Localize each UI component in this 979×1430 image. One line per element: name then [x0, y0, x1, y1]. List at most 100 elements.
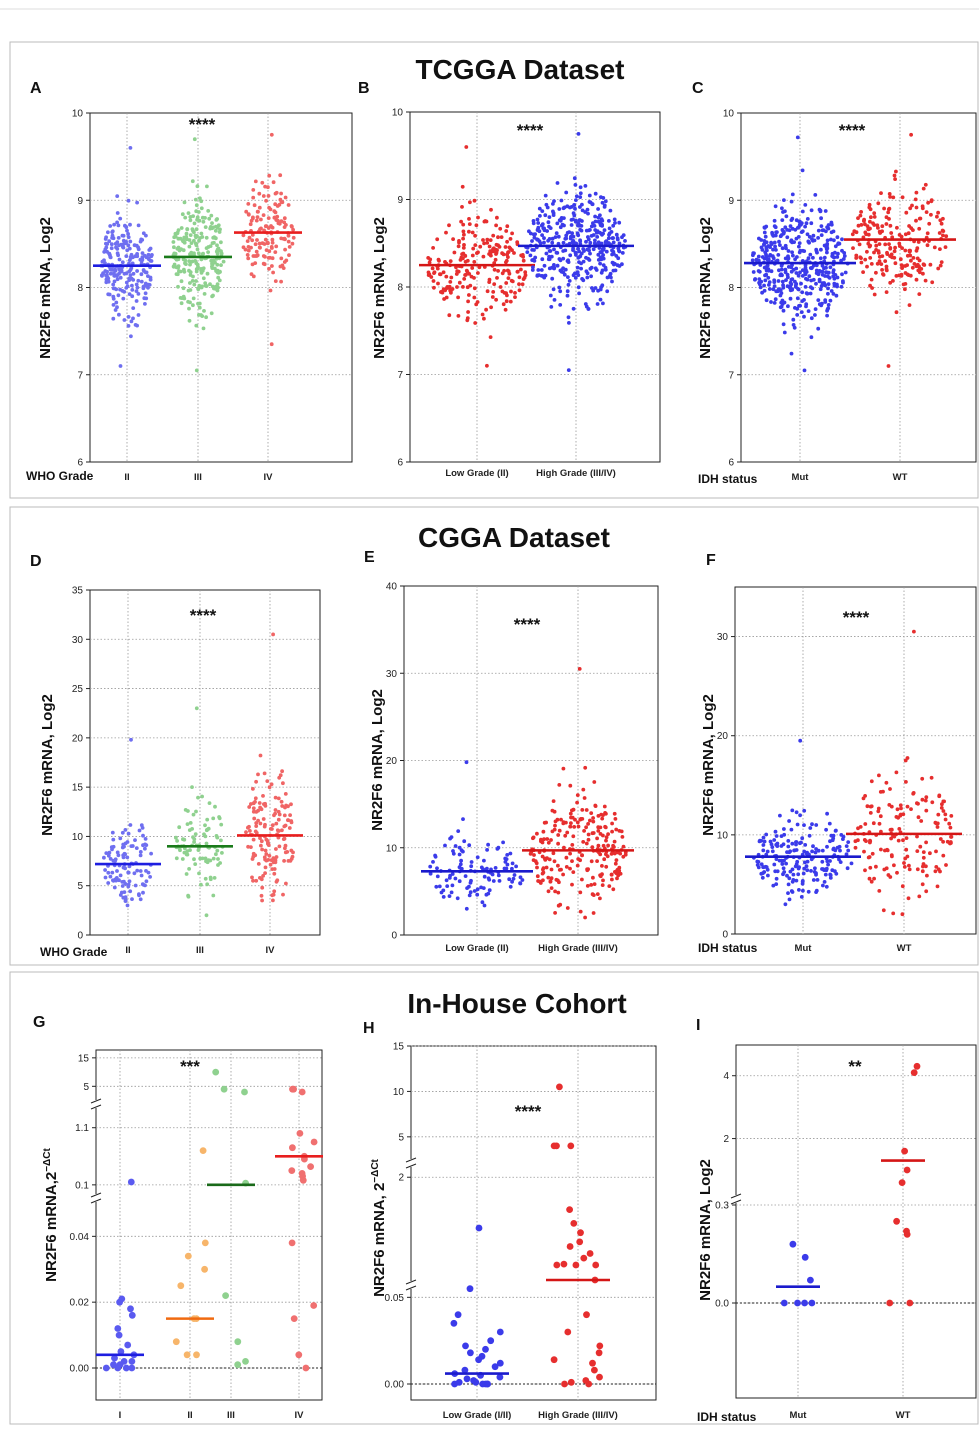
y-tick-label: 10: [72, 109, 84, 120]
data-point: [128, 146, 133, 150]
data-point: [448, 259, 453, 263]
data-point: [192, 221, 197, 226]
data-point: [496, 845, 501, 850]
data-point: [884, 264, 889, 269]
data-point: [576, 1238, 584, 1246]
data-point: [880, 254, 885, 258]
data-point: [263, 184, 267, 189]
data-point: [428, 871, 433, 876]
significance-label: ****: [189, 115, 216, 134]
data-point: [208, 282, 212, 287]
data-point: [475, 855, 480, 860]
data-point: [856, 216, 860, 221]
data-point: [117, 257, 122, 262]
data-point: [194, 368, 199, 373]
data-point: [219, 263, 223, 267]
data-point: [943, 245, 948, 250]
category-label: WT: [893, 472, 908, 483]
data-point: [786, 882, 791, 887]
data-point: [798, 813, 802, 818]
data-point: [760, 875, 765, 880]
data-point: [595, 859, 599, 863]
category-label: III: [196, 945, 204, 956]
data-point: [510, 879, 514, 884]
axis-break-mark: [405, 1163, 417, 1169]
data-point: [824, 265, 828, 270]
data-point: [268, 207, 273, 212]
data-point: [466, 1285, 474, 1293]
data-point: [621, 854, 626, 859]
data-point: [248, 829, 252, 833]
data-point: [298, 1170, 306, 1177]
data-point: [809, 335, 814, 340]
data-point: [146, 256, 151, 261]
data-point: [536, 221, 541, 225]
data-point: [261, 794, 265, 798]
data-point: [566, 368, 571, 372]
data-point: [774, 834, 779, 838]
data-point: [800, 290, 805, 295]
data-point: [261, 213, 266, 218]
data-point: [589, 883, 594, 887]
data-point: [583, 302, 588, 306]
data-point: [556, 234, 561, 239]
data-point: [769, 242, 774, 247]
data-point: [102, 855, 106, 860]
data-point: [103, 875, 108, 880]
data-point: [196, 251, 201, 256]
data-point: [909, 226, 914, 231]
data-point: [568, 205, 572, 210]
data-point: [906, 231, 911, 236]
data-point: [617, 220, 622, 225]
data-point: [468, 880, 473, 885]
data-point: [874, 270, 878, 275]
data-point: [759, 871, 764, 876]
data-point: [120, 1358, 128, 1365]
data-point: [813, 313, 817, 317]
data-point: [605, 289, 610, 294]
data-point: [488, 238, 493, 243]
data-point: [465, 316, 470, 320]
data-point: [831, 292, 836, 296]
data-point: [868, 243, 873, 248]
data-point: [273, 795, 278, 800]
data-point: [797, 888, 801, 892]
data-point: [883, 848, 887, 853]
data-point: [814, 823, 819, 827]
data-point: [536, 237, 540, 242]
data-point: [137, 893, 141, 898]
data-point: [186, 894, 191, 899]
data-point: [595, 302, 600, 306]
data-point: [928, 851, 932, 856]
data-point: [117, 1348, 125, 1355]
data-point: [557, 828, 562, 833]
data-point: [814, 847, 818, 851]
data-point: [586, 1250, 594, 1257]
data-point: [110, 229, 115, 234]
data-point: [787, 850, 792, 855]
data-point: [131, 316, 135, 321]
data-point: [475, 300, 480, 304]
data-point: [502, 268, 506, 273]
data-point: [272, 889, 277, 894]
data-point: [513, 295, 517, 299]
data-point: [788, 224, 793, 229]
data-point: [780, 862, 785, 866]
data-point: [260, 885, 265, 890]
data-point: [842, 251, 847, 255]
data-point: [484, 892, 489, 897]
data-point: [586, 822, 590, 826]
data-point: [268, 862, 273, 867]
data-point: [553, 1261, 561, 1269]
data-point: [586, 256, 591, 261]
data-point: [912, 629, 916, 634]
data-point: [541, 878, 545, 883]
data-point: [263, 871, 267, 875]
data-point: [794, 848, 799, 852]
data-point: [108, 255, 113, 260]
data-point: [118, 836, 123, 841]
data-point: [886, 364, 891, 368]
data-point: [255, 253, 260, 258]
data-point: [909, 807, 913, 811]
data-point: [568, 783, 573, 788]
